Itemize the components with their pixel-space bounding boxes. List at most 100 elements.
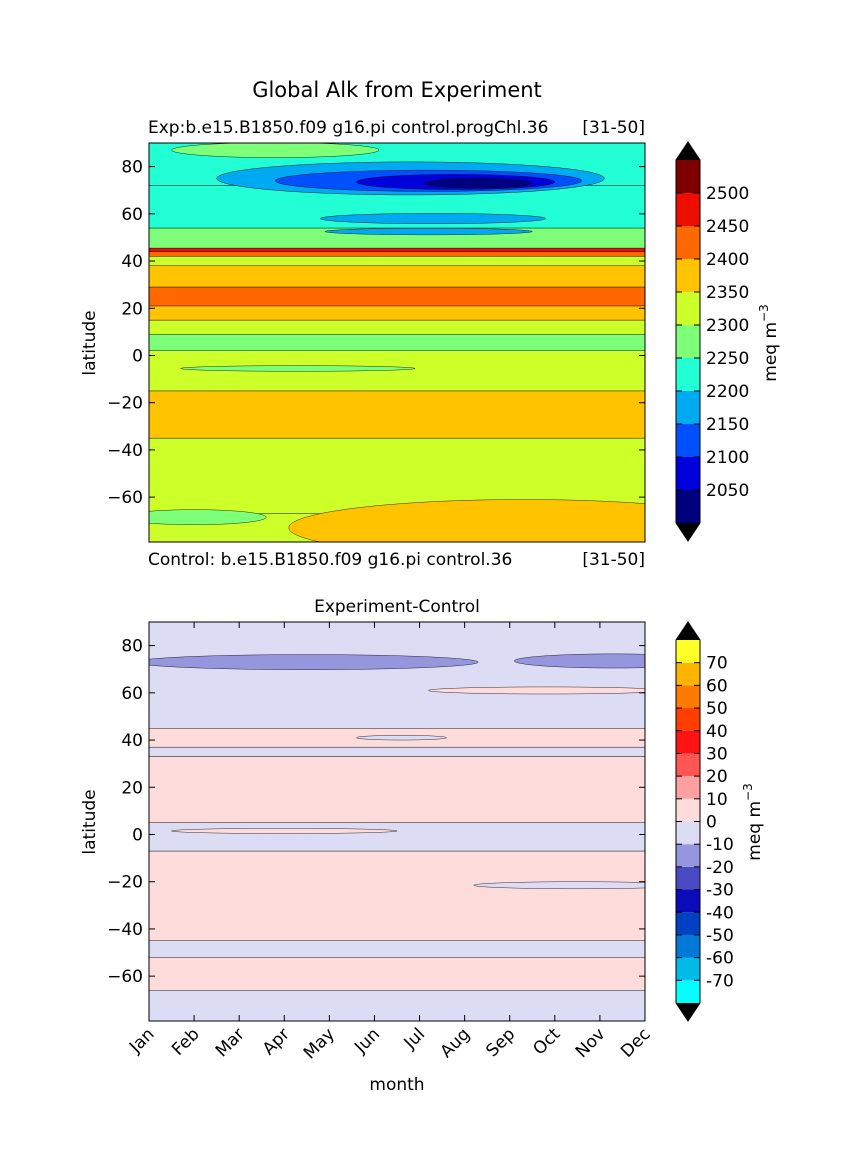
colorbar-outline — [675, 141, 701, 542]
contour-band — [149, 822, 645, 852]
colorbar-swatch — [676, 292, 700, 325]
y-tick-label: −40 — [107, 920, 143, 940]
colorbar-tick-label: 2400 — [706, 250, 749, 270]
colorbar-swatch — [676, 193, 700, 226]
colorbar-swatch — [676, 730, 700, 754]
y-tick-label: 60 — [121, 684, 143, 704]
figure-title: Global Alk from Experiment — [252, 78, 542, 102]
colorbar-tick-label: 60 — [706, 676, 728, 696]
difference-xlabel: month — [369, 1075, 424, 1095]
colorbar-tick-label: -20 — [706, 858, 734, 878]
y-tick-label: 20 — [121, 299, 143, 319]
colorbar-tick-label: 2050 — [706, 481, 749, 501]
colorbar-swatch — [676, 934, 700, 958]
colorbar-swatch — [676, 957, 700, 981]
contour-patch — [149, 654, 479, 670]
experiment-plot-frame — [148, 142, 646, 543]
colorbar-swatch — [676, 844, 700, 867]
contour-patch — [356, 735, 447, 741]
y-tick-label: 0 — [132, 825, 143, 845]
contour-band — [149, 247, 645, 252]
contour-band — [149, 756, 645, 823]
x-tick-label: Jul — [400, 1024, 429, 1053]
contour-band — [149, 286, 645, 307]
x-tick-label: Nov — [572, 1024, 610, 1062]
colorbar-tick-label: -50 — [706, 926, 734, 946]
contour-patch — [423, 178, 533, 189]
difference-title: Experiment-Control — [314, 597, 480, 617]
colorbar-tick-label: 2250 — [706, 349, 749, 369]
y-tick-label: 20 — [121, 778, 143, 798]
y-tick-label: 40 — [121, 252, 143, 272]
colorbar-extend-min — [676, 1003, 700, 1021]
y-tick-label: −60 — [107, 488, 143, 508]
colorbar-swatch — [676, 889, 700, 913]
y-tick-label: 80 — [121, 158, 143, 178]
colorbar-swatch — [676, 325, 700, 358]
experiment-colorbar: 2050 2100 2150 2200 2250 2300 2350 2400 2450 2500… — [675, 141, 781, 542]
contour-band — [149, 746, 645, 757]
y-tick-label: −60 — [107, 967, 143, 987]
contour-band — [149, 256, 645, 266]
difference-plot-frame — [148, 621, 646, 1022]
y-tick-label: 60 — [121, 205, 143, 225]
colorbar-tick-label: 2450 — [706, 217, 749, 237]
contour-band — [149, 319, 645, 335]
contour-patch — [149, 509, 267, 525]
colorbar-swatch — [676, 685, 700, 709]
contour-band — [149, 990, 645, 1021]
y-tick-label: −20 — [107, 394, 143, 414]
contour-band — [149, 622, 645, 729]
contour-patch — [320, 213, 547, 224]
colorbar-swatch — [676, 640, 700, 663]
exp-years: [31-50] — [582, 118, 645, 138]
difference-plot: 80 60 40 20 0 −20 −40 −60 Jan Feb Mar Apr May Jun Jul… — [80, 621, 655, 1095]
x-tick-label: Dec — [617, 1024, 654, 1061]
x-tick-label: Jun — [350, 1024, 384, 1058]
colorbar-swatch — [676, 424, 700, 457]
colorbar-swatch — [676, 821, 700, 845]
contour-band — [149, 265, 645, 288]
y-tick-label: −20 — [107, 873, 143, 893]
colorbar-swatch — [676, 798, 700, 822]
colorbar-swatch — [676, 753, 700, 777]
x-tick-label: Jan — [125, 1024, 158, 1057]
experiment-colorbar-label: meq m−3 — [757, 304, 781, 381]
colorbar-swatch — [676, 776, 700, 799]
contour-band — [149, 940, 645, 958]
contour-patch — [180, 365, 416, 372]
colorbar-swatch — [676, 866, 700, 890]
control-years: [31-50] — [582, 550, 645, 570]
colorbar-swatch — [676, 662, 700, 686]
y-tick-label: −40 — [107, 441, 143, 461]
colorbar-tick-label: 20 — [706, 767, 728, 787]
contour-patch — [514, 653, 645, 669]
y-tick-label: 0 — [132, 346, 143, 366]
x-tick-label: Oct — [529, 1024, 564, 1059]
x-tick-label: May — [300, 1024, 339, 1063]
colorbar-swatch — [676, 457, 700, 490]
colorbar-swatch — [676, 912, 700, 935]
control-label: Control: b.e15.B1850.f09 g16.pi control.… — [148, 550, 512, 570]
colorbar-tick-label: 40 — [706, 722, 728, 742]
colorbar-swatch — [676, 391, 700, 424]
colorbar-tick-label: -30 — [706, 881, 734, 901]
contour-patch — [428, 686, 645, 695]
x-tick-label: Feb — [168, 1024, 203, 1059]
colorbar-tick-label: 2100 — [706, 448, 749, 468]
x-tick-label: Sep — [482, 1024, 519, 1061]
contour-patch — [288, 499, 645, 542]
difference-colorbar-label: meq m−3 — [741, 783, 765, 860]
colorbar-swatch — [676, 226, 700, 259]
colorbar-tick-label: 70 — [706, 654, 728, 674]
contour-patch — [171, 143, 380, 158]
colorbar-swatch — [676, 980, 700, 1003]
colorbar-tick-label: 50 — [706, 699, 728, 719]
colorbar-tick-label: 2150 — [706, 415, 749, 435]
colorbar-outline — [675, 621, 701, 1022]
contour-patch — [171, 828, 398, 834]
colorbar-tick-label: 2500 — [706, 184, 749, 204]
x-tick-label: Aug — [437, 1024, 475, 1062]
x-tick-label: Mar — [212, 1024, 249, 1061]
